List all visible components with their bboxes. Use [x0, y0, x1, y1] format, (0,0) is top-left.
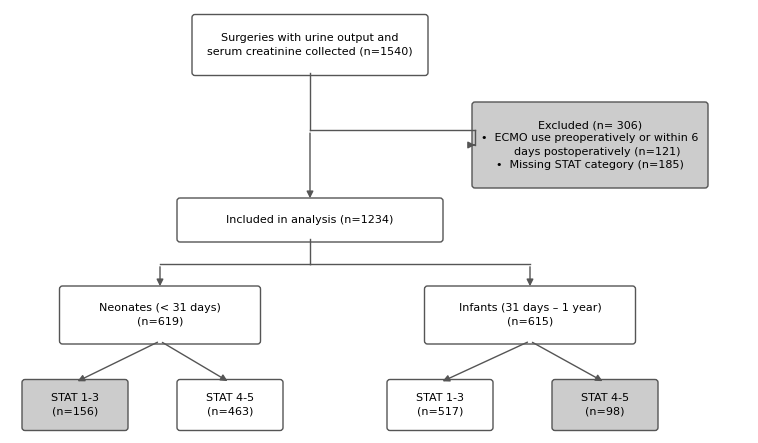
FancyBboxPatch shape: [387, 380, 493, 431]
Text: STAT 1-3
(n=517): STAT 1-3 (n=517): [416, 393, 464, 416]
Text: STAT 4-5
(n=98): STAT 4-5 (n=98): [581, 393, 629, 416]
Text: Infants (31 days – 1 year)
(n=615): Infants (31 days – 1 year) (n=615): [459, 303, 601, 326]
FancyBboxPatch shape: [472, 102, 708, 188]
Text: STAT 1-3
(n=156): STAT 1-3 (n=156): [51, 393, 99, 416]
Text: Excluded (n= 306)
•  ECMO use preoperatively or within 6
    days postoperativel: Excluded (n= 306) • ECMO use preoperativ…: [481, 120, 699, 170]
Text: Included in analysis (n=1234): Included in analysis (n=1234): [227, 215, 393, 225]
FancyBboxPatch shape: [177, 380, 283, 431]
FancyBboxPatch shape: [177, 198, 443, 242]
FancyBboxPatch shape: [424, 286, 635, 344]
FancyBboxPatch shape: [22, 380, 128, 431]
FancyBboxPatch shape: [192, 15, 428, 75]
FancyBboxPatch shape: [59, 286, 261, 344]
Text: STAT 4-5
(n=463): STAT 4-5 (n=463): [206, 393, 254, 416]
FancyBboxPatch shape: [552, 380, 658, 431]
Text: Neonates (< 31 days)
(n=619): Neonates (< 31 days) (n=619): [99, 303, 221, 326]
Text: Surgeries with urine output and
serum creatinine collected (n=1540): Surgeries with urine output and serum cr…: [207, 33, 413, 57]
